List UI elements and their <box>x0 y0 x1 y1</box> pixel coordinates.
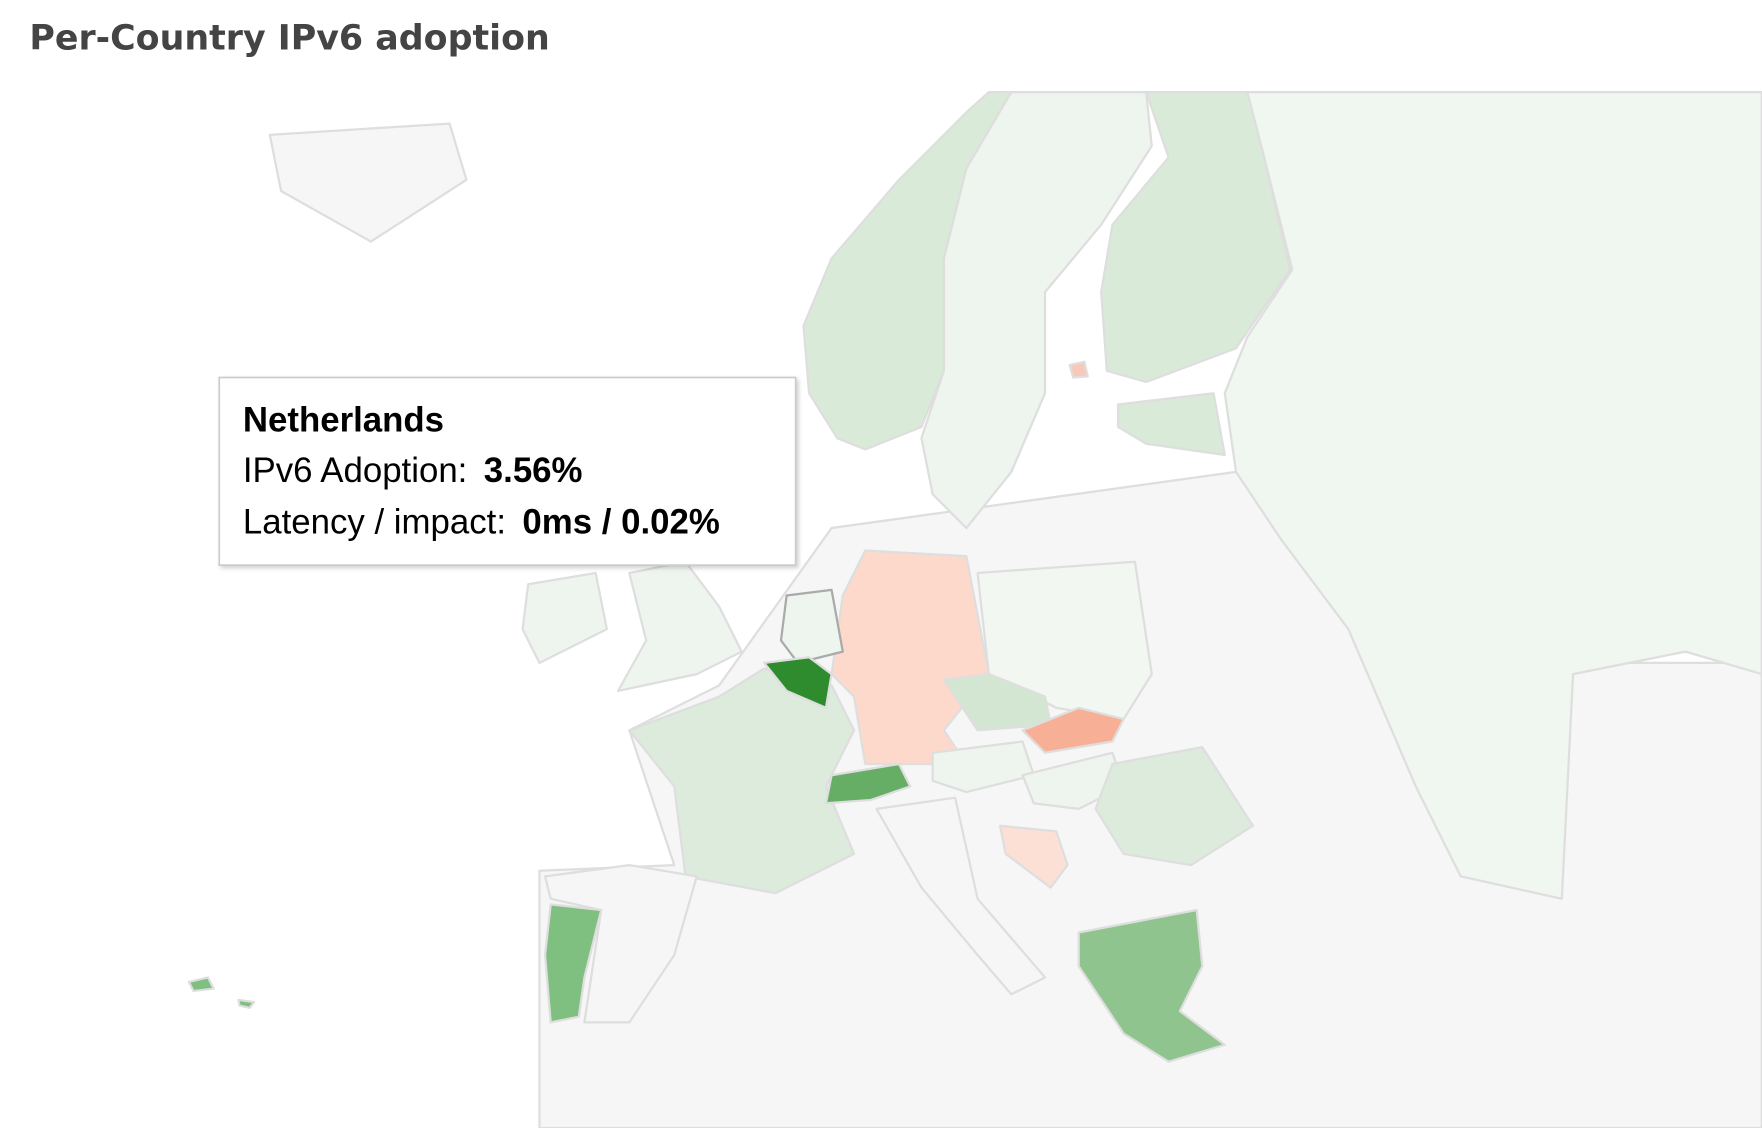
tooltip-label: IPv6 Adoption: <box>243 451 468 490</box>
tooltip-row: IPv6 Adoption: 3.56% <box>243 451 583 490</box>
country <box>931 740 1035 794</box>
tooltip-value: 3.56% <box>484 451 583 490</box>
country <box>920 91 1153 530</box>
country <box>521 571 608 664</box>
tooltip-box <box>218 376 797 566</box>
tooltip-row: Latency / impact: 0ms / 0.02% <box>243 503 720 542</box>
island <box>237 998 256 1009</box>
country <box>616 560 743 693</box>
tooltip: Netherlands IPv6 Adoption: 3.56% Latency… <box>218 376 797 566</box>
country <box>1068 360 1089 379</box>
country <box>1021 706 1125 754</box>
country <box>1223 91 1762 900</box>
country <box>942 672 1052 732</box>
map <box>187 91 1762 1128</box>
tooltip-country: Netherlands <box>243 400 444 439</box>
country <box>763 656 833 709</box>
land <box>268 122 468 243</box>
island <box>187 976 215 993</box>
country <box>824 762 912 805</box>
country <box>1100 91 1292 384</box>
country <box>998 824 1069 889</box>
country <box>628 667 856 895</box>
tooltip-label: Latency / impact: <box>243 503 506 542</box>
country <box>1116 392 1226 457</box>
country <box>1077 908 1226 1063</box>
map-title: Per-Country IPv6 adoption <box>29 18 549 58</box>
country <box>543 903 603 1024</box>
country <box>1094 746 1255 867</box>
land <box>875 796 1047 996</box>
country <box>543 863 698 1024</box>
country-highlighted <box>779 588 844 664</box>
tooltip-value: 0ms / 0.02% <box>522 503 719 542</box>
